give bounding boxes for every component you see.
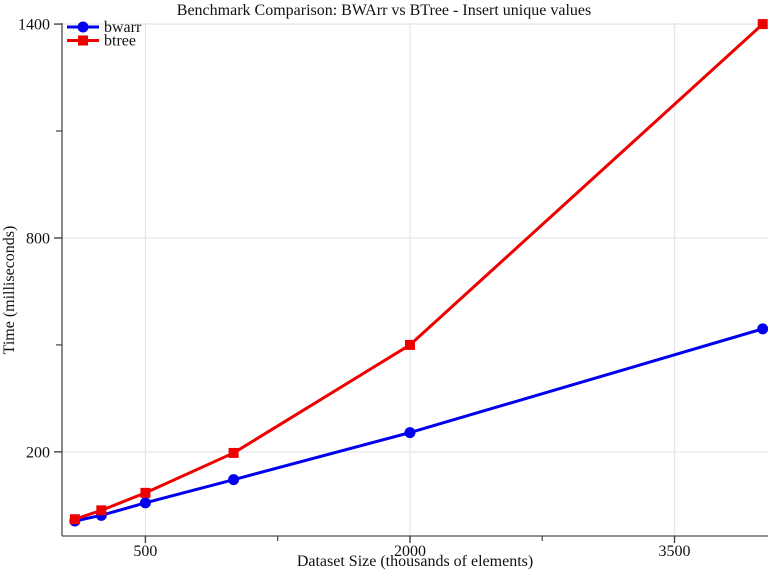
data-point-btree	[404, 339, 415, 350]
y-tick-label: 1400	[18, 17, 50, 34]
data-point-bwarr	[757, 323, 768, 335]
data-point-btree	[96, 505, 107, 516]
data-point-bwarr	[228, 474, 240, 486]
series-line-btree	[73, 22, 765, 521]
x-tick-label: 500	[133, 543, 157, 560]
data-point-btree	[228, 447, 239, 458]
legend-label: btree	[104, 33, 136, 50]
x-tick-label: 3500	[659, 543, 691, 560]
x-tick-label: 2000	[394, 543, 426, 560]
legend-marker-square-icon	[78, 35, 88, 46]
data-point-bwarr	[404, 427, 416, 439]
legend-item-btree: btree	[67, 33, 136, 50]
x-axis-label: Dataset Size (thousands of elements)	[296, 553, 534, 570]
data-point-bwarr	[139, 497, 151, 509]
data-point-btree	[140, 487, 151, 498]
y-tick-label: 200	[26, 444, 50, 461]
chart-title: Benchmark Comparison: BWArr vs BTree - I…	[176, 2, 592, 19]
y-tick-label: 800	[26, 230, 50, 247]
data-point-btree	[757, 19, 768, 30]
data-point-btree	[69, 514, 80, 525]
legend-marker-circle-icon	[77, 21, 89, 33]
legend-item-bwarr: bwarr	[67, 19, 142, 36]
legend-label: bwarr	[104, 19, 142, 36]
series-line-bwarr	[73, 327, 765, 523]
